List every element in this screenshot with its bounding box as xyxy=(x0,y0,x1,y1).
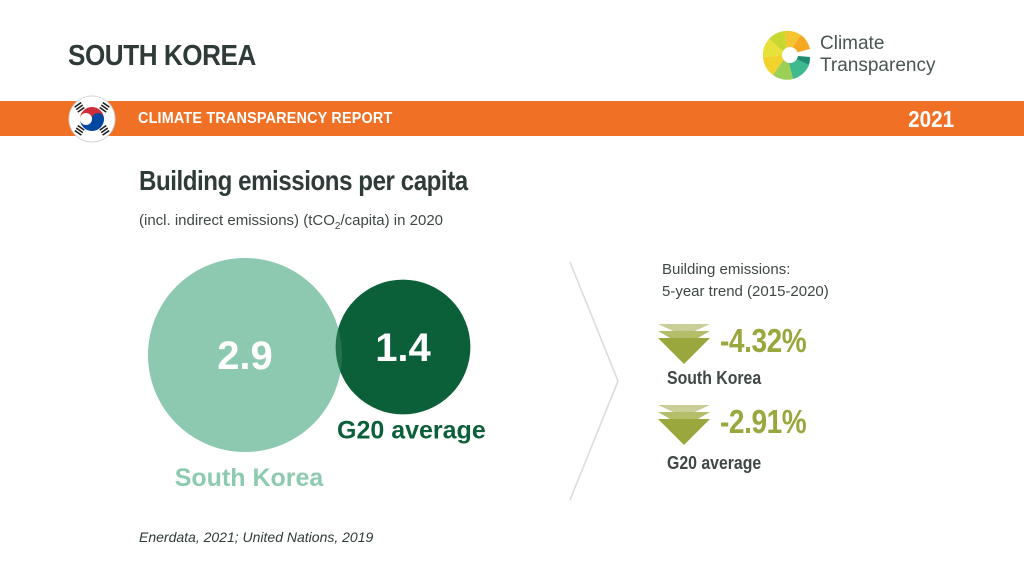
report-banner: CLIMATE TRANSPARENCY REPORT 2021 xyxy=(0,101,1024,136)
g20-average-bubble xyxy=(335,279,471,415)
trend-down-triangles-icon xyxy=(658,324,710,364)
country-title: SOUTH KOREA xyxy=(68,40,256,72)
g20-average-series-label: G20 average xyxy=(337,416,486,444)
south-korea-value-label: 2.9 xyxy=(217,334,273,378)
banner-title: CLIMATE TRANSPARENCY REPORT xyxy=(138,110,393,127)
logo-text-line1: Climate xyxy=(820,33,885,54)
trend-label-south-korea: South Korea xyxy=(667,368,762,388)
chart-subtitle: (incl. indirect emissions) (tCO2/capita)… xyxy=(139,212,444,232)
logo-text-line2: Transparency xyxy=(820,55,936,76)
south-korea-bubble xyxy=(148,258,342,452)
climate-transparency-logo: Climate Transparency xyxy=(762,27,962,83)
g20-average-value-label: 1.4 xyxy=(375,326,431,370)
overlap-highlight xyxy=(148,258,342,452)
south-korea-series-label: South Korea xyxy=(175,464,325,492)
trend-label-g20-average: G20 average xyxy=(667,453,762,473)
trend-title: Building emissions: 5-year trend (2015-2… xyxy=(662,261,829,300)
south-korea-flag-icon xyxy=(68,95,116,143)
banner-year: 2021 xyxy=(907,106,954,132)
trend-value-south-korea: -4.32% xyxy=(720,322,807,359)
trend-down-triangles-icon xyxy=(658,405,710,445)
chart-title: Building emissions per capita xyxy=(139,165,468,196)
trend-value-g20-average: -2.91% xyxy=(720,403,807,440)
source-note: Enerdata, 2021; United Nations, 2019 xyxy=(139,529,374,545)
climate-transparency-logo-icon xyxy=(762,30,811,80)
chevron-divider xyxy=(569,261,619,501)
